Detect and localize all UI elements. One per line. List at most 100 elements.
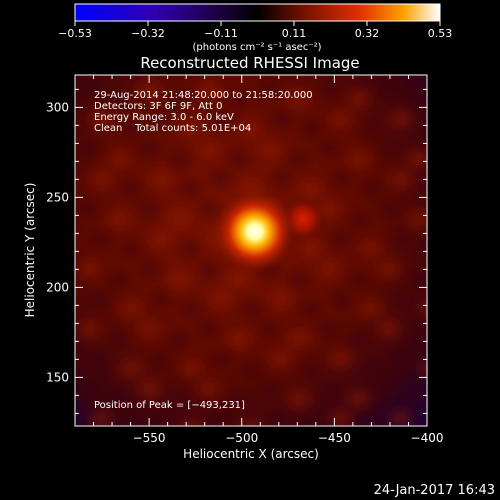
x-axis-label: Heliocentric X (arcsec) (183, 447, 319, 461)
ripple-blob (348, 91, 370, 107)
annotation-energy-range: Energy Range: 3.0 - 6.0 keV (94, 112, 234, 123)
ripple-blob (270, 411, 292, 426)
ripple-blob (390, 111, 412, 127)
ripple-blob (90, 411, 112, 426)
ripple-blob (90, 231, 112, 247)
ripple-blob (90, 351, 112, 367)
colorbar-tick-label: −0.11 (204, 27, 238, 40)
ripple-blob (78, 141, 100, 157)
ripple-blob (210, 171, 232, 187)
ripple-blob (90, 291, 112, 307)
ripple-blob (378, 321, 400, 337)
ripple-blob (348, 151, 370, 167)
y-tick-label: 300 (46, 100, 69, 114)
ripple-blob (348, 391, 370, 407)
ripple-blob (300, 181, 322, 197)
ripple-blob (198, 321, 220, 337)
ripple-blob (330, 171, 352, 187)
ripple-blob (420, 301, 427, 317)
ripple-blob (330, 291, 352, 307)
y-tick-label: 200 (46, 280, 69, 294)
ripple-blob (330, 111, 352, 127)
x-tick-label: −400 (411, 431, 444, 445)
ripple-blob (378, 81, 400, 97)
ripple-blob (408, 151, 427, 167)
ripple-blob (120, 241, 142, 257)
colorbar-tick-label: −0.32 (131, 27, 165, 40)
ripple-blob (150, 351, 172, 367)
ripple-blob (78, 321, 100, 337)
ripple-blob (198, 381, 220, 397)
ripple-blob (180, 421, 202, 426)
ripple-blob (90, 171, 112, 187)
ripple-blob (360, 241, 382, 257)
ripple-blob (138, 261, 160, 277)
ripple-blob (138, 81, 160, 97)
ripple-blob (360, 361, 382, 377)
ripple-blob (120, 121, 142, 137)
ripple-blob (360, 301, 382, 317)
ripple-blob (78, 201, 100, 217)
ripple-blob (390, 411, 412, 426)
ripple-blob (138, 321, 160, 337)
ripple-blob (330, 411, 352, 426)
ripple-blob (168, 331, 190, 347)
ripple-blob (408, 391, 427, 407)
ripple-blob (240, 121, 262, 137)
y-tick-label: 150 (46, 370, 69, 384)
annotation-detectors: Detectors: 3F 6F 9F, Att 0 (94, 101, 222, 112)
x-tick-label: −500 (225, 431, 258, 445)
ripple-blob (408, 211, 427, 227)
ripple-blob (150, 231, 172, 247)
ripple-blob (108, 91, 130, 107)
ripple-blob (228, 331, 250, 347)
x-tick-label: −450 (318, 431, 351, 445)
ripple-blob (258, 321, 280, 337)
ripple-blob (258, 81, 280, 97)
ripple-blob (180, 301, 202, 317)
ripple-blob (420, 421, 427, 426)
ripple-blob (318, 81, 340, 97)
ripple-blob (378, 381, 400, 397)
ripple-blob (240, 421, 262, 426)
ripple-blob (180, 181, 202, 197)
ripple-blob (408, 271, 427, 287)
ripple-blob (300, 241, 322, 257)
ripple-blob (78, 261, 100, 277)
ripple-blob (198, 81, 220, 97)
ripple-blob (288, 151, 310, 167)
ripple-blob (420, 241, 427, 257)
ripple-blob (390, 351, 412, 367)
ripple-blob (378, 141, 400, 157)
ripple-blob (150, 111, 172, 127)
ripple-blob (108, 271, 130, 287)
ripple-blob (270, 291, 292, 307)
ripple-blob (210, 291, 232, 307)
ripple-blob (258, 381, 280, 397)
ripple-blob (270, 351, 292, 367)
ripple-blob (348, 331, 370, 347)
ripple-blob (180, 121, 202, 137)
ripple-blob (360, 121, 382, 137)
ripple-blob (288, 271, 310, 287)
ripple-blob (198, 201, 220, 217)
ripple-blob (138, 381, 160, 397)
ripple-blob (168, 211, 190, 227)
peak-source (212, 189, 297, 274)
ripple-blob (300, 361, 322, 377)
ripple-blob (270, 111, 292, 127)
ripple-blob (390, 291, 412, 307)
ripple-blob (228, 151, 250, 167)
ripple-blob (300, 121, 322, 137)
ripple-blob (318, 321, 340, 337)
ripple-blob (408, 331, 427, 347)
annotation-time-range: 29-Aug-2014 21:48:20.000 to 21:58:20.000 (94, 90, 313, 101)
ripple-blob (120, 181, 142, 197)
ripple-blob (168, 151, 190, 167)
ripple-blob (420, 121, 427, 137)
generation-date: 24-Jan-2017 16:43 (374, 483, 495, 498)
colorbar-tick-label: −0.53 (58, 27, 92, 40)
ripple-blob (180, 241, 202, 257)
colorbar-tick-label: 0.53 (428, 27, 453, 40)
